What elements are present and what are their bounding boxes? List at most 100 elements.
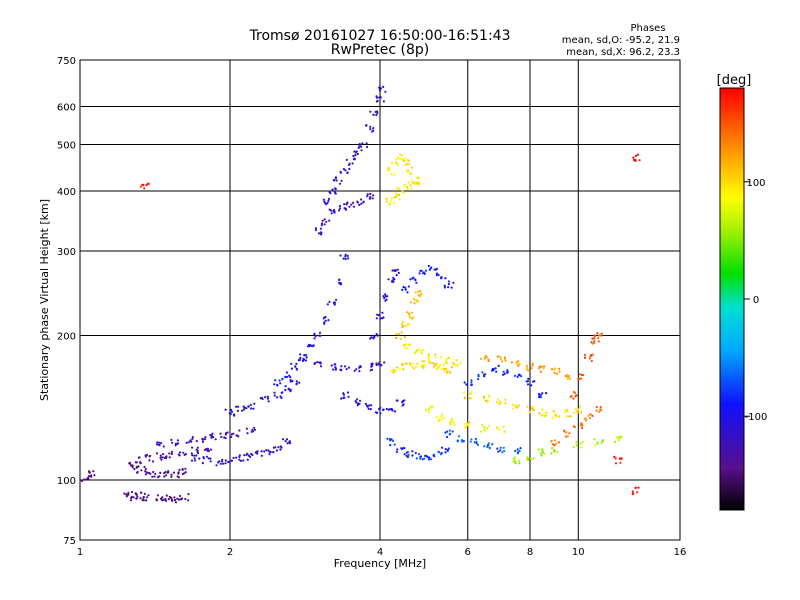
data-point (93, 474, 96, 477)
data-point (352, 205, 355, 208)
data-point (369, 192, 372, 196)
data-point (504, 359, 507, 362)
data-point (440, 451, 443, 455)
data-point (143, 187, 146, 190)
data-point (477, 378, 480, 381)
data-point (581, 427, 584, 430)
data-point (230, 410, 234, 413)
data-point (135, 471, 139, 474)
data-point (398, 368, 401, 371)
data-point (372, 113, 375, 116)
data-point (443, 370, 446, 373)
data-point (92, 470, 95, 473)
data-point (358, 203, 361, 206)
data-point (415, 457, 418, 460)
data-point (318, 361, 321, 364)
data-point (443, 367, 446, 370)
data-point (343, 207, 346, 210)
data-point (488, 396, 491, 399)
data-point (540, 452, 543, 455)
data-point (346, 254, 349, 257)
data-point (447, 286, 450, 289)
data-point (264, 396, 267, 399)
data-point (135, 497, 138, 500)
data-point (542, 367, 545, 370)
data-point (330, 364, 333, 367)
data-point (553, 371, 556, 374)
data-point (347, 257, 350, 260)
data-point (288, 442, 292, 445)
data-point (323, 218, 326, 221)
data-point (253, 402, 256, 405)
data-point (479, 357, 482, 360)
data-point (435, 272, 439, 275)
data-point (408, 323, 411, 326)
data-point (597, 340, 600, 343)
data-point (162, 453, 165, 456)
data-point (550, 368, 554, 371)
data-point (352, 158, 356, 161)
data-point (288, 374, 291, 377)
data-point (276, 383, 279, 386)
data-point (502, 446, 505, 449)
data-point (444, 431, 447, 434)
data-point (503, 449, 506, 453)
data-point (298, 381, 301, 384)
data-point (483, 375, 486, 378)
data-point (495, 400, 498, 404)
data-point (402, 159, 406, 163)
data-point (486, 445, 489, 448)
data-point (401, 320, 404, 324)
data-point (527, 457, 530, 461)
data-point (383, 297, 386, 300)
data-point (304, 359, 308, 362)
data-point (409, 172, 412, 175)
data-point (578, 405, 582, 408)
data-point (404, 346, 407, 350)
data-point (581, 441, 584, 444)
x-tick-labels: 1 2 4 6 8 10 16 (77, 547, 687, 558)
data-point (564, 411, 567, 414)
data-point (340, 365, 343, 368)
data-point (324, 202, 327, 205)
data-point (404, 163, 407, 166)
chart-subtitle: RwPretec (8p) (331, 42, 429, 58)
data-point (421, 360, 424, 363)
data-point (616, 436, 619, 439)
data-point (483, 426, 486, 429)
data-point (443, 286, 446, 289)
data-point (400, 447, 403, 450)
data-point (437, 273, 440, 277)
data-point (148, 459, 151, 462)
data-point (484, 373, 487, 376)
data-point (352, 154, 355, 158)
data-point (591, 414, 594, 417)
data-point (487, 442, 490, 445)
data-point (575, 441, 578, 444)
data-point (353, 150, 356, 153)
data-point (247, 454, 250, 457)
data-point (597, 337, 600, 340)
data-point (437, 451, 440, 454)
data-point (430, 458, 433, 461)
data-point (411, 362, 414, 365)
data-point (295, 362, 298, 365)
data-point (375, 96, 379, 99)
data-point (304, 354, 308, 357)
data-point (402, 285, 405, 289)
data-point (543, 365, 546, 368)
y-tick-label: 750 (57, 56, 76, 67)
data-point (334, 368, 337, 371)
data-point (392, 276, 395, 279)
data-point (342, 168, 345, 171)
data-point (514, 462, 517, 465)
data-point (290, 367, 293, 370)
data-point (410, 364, 413, 367)
data-point (442, 363, 445, 366)
data-point (245, 453, 248, 456)
data-point (321, 219, 324, 222)
data-point (370, 362, 373, 365)
data-point (339, 182, 342, 185)
data-point (482, 397, 485, 400)
data-point (137, 465, 140, 468)
